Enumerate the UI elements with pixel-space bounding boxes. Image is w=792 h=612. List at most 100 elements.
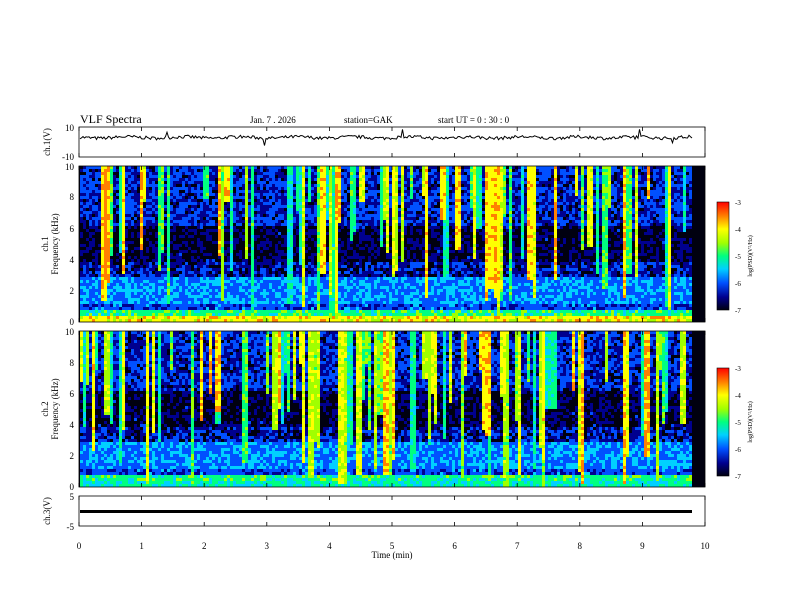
spectrogram-cell (125, 301, 128, 304)
spectrogram-cell (329, 247, 332, 250)
spectrogram-cell (209, 187, 212, 190)
spectrogram-cell (200, 313, 203, 316)
spectrogram-cell (188, 304, 191, 307)
spectrogram-cell (290, 166, 293, 169)
spectrogram-cell (128, 196, 131, 199)
spectrogram-cell (107, 247, 110, 250)
spectrogram-cell (101, 268, 104, 271)
spectrogram-cell (287, 283, 290, 286)
spectrogram-cell (251, 277, 254, 280)
spectrogram-cell (230, 268, 233, 271)
spectrogram-cell (338, 295, 341, 298)
spectrogram-cell (341, 172, 344, 175)
spectrogram-cell (305, 202, 308, 205)
spectrogram-cell (173, 208, 176, 211)
spectrogram-cell (299, 304, 302, 307)
spectrogram-cell (218, 307, 221, 310)
spectrogram-cell (380, 193, 383, 196)
spectrogram-cell (206, 274, 209, 277)
spectrogram-cell (86, 301, 89, 304)
spectrogram-cell (284, 199, 287, 202)
spectrogram-cell (224, 310, 227, 313)
spectrogram-cell (104, 298, 107, 301)
spectrogram-cell (317, 241, 320, 244)
spectrogram-cell (197, 187, 200, 190)
spectrogram-cell (398, 289, 401, 292)
spectrogram-cell (254, 196, 257, 199)
spectrogram-cell (158, 190, 161, 193)
spectrogram-cell (392, 262, 395, 265)
spectrogram-cell (371, 274, 374, 277)
spectrogram-cell (227, 199, 230, 202)
spectrogram-cell (101, 217, 104, 220)
spectrogram-cell (215, 211, 218, 214)
spectrogram-cell (164, 166, 167, 169)
spectrogram-cell (83, 250, 86, 253)
spectrogram-cell (137, 301, 140, 304)
spectrogram-cell (365, 181, 368, 184)
spectrogram-cell (173, 271, 176, 274)
spectrogram-cell (263, 172, 266, 175)
spectrogram-cell (278, 199, 281, 202)
spectrogram-cell (146, 250, 149, 253)
spectrogram-cell (368, 307, 371, 310)
spectrogram-cell (233, 289, 236, 292)
spectrogram-cell (296, 166, 299, 169)
spectrogram-cell (290, 250, 293, 253)
spectrogram-cell (179, 172, 182, 175)
spectrogram-cell (170, 208, 173, 211)
spectrogram-cell (377, 283, 380, 286)
spectrogram-cell (149, 169, 152, 172)
spectrogram-cell (371, 208, 374, 211)
spectrogram-cell (296, 220, 299, 223)
spectrogram-cell (179, 316, 182, 319)
spectrogram-cell (110, 298, 113, 301)
spectrogram-cell (278, 295, 281, 298)
spectrogram-cell (275, 313, 278, 316)
spectrogram-cell (98, 217, 101, 220)
spectrogram-cell (395, 166, 398, 169)
spectrogram-cell (224, 316, 227, 319)
spectrogram-cell (194, 172, 197, 175)
spectrogram-cell (350, 199, 353, 202)
spectrogram-cell (131, 259, 134, 262)
spectrogram-cell (347, 202, 350, 205)
spectrogram-cell (293, 244, 296, 247)
spectrogram-cell (305, 232, 308, 235)
spectrogram-cell (104, 277, 107, 280)
spectrogram-cell (371, 265, 374, 268)
spectrogram-cell (368, 256, 371, 259)
spectrogram-cell (404, 310, 407, 313)
spectrogram-cell (257, 316, 260, 319)
spectrogram-cell (185, 292, 188, 295)
spectrogram-cell (338, 250, 341, 253)
spectrogram-cell (176, 208, 179, 211)
spectrogram-cell (158, 259, 161, 262)
spectrogram-cell (173, 202, 176, 205)
spectrogram-cell (185, 310, 188, 313)
spectrogram-cell (308, 247, 311, 250)
spectrogram-cell (152, 244, 155, 247)
spectrogram-cell (251, 235, 254, 238)
spectrogram-cell (170, 199, 173, 202)
spectrogram-cell (404, 196, 407, 199)
spectrogram-cell (134, 181, 137, 184)
spectrogram-cell (197, 271, 200, 274)
spectrogram-cell (80, 232, 83, 235)
spectrogram-cell (236, 265, 239, 268)
spectrogram-cell (206, 205, 209, 208)
spectrogram-cell (410, 277, 413, 280)
spectrogram-cell (152, 307, 155, 310)
spectrogram-cell (392, 172, 395, 175)
spectrogram-cell (302, 295, 305, 298)
spectrogram-cell (248, 178, 251, 181)
spectrogram-cell (149, 310, 152, 313)
spectrogram-cell (83, 226, 86, 229)
spectrogram-cell (248, 310, 251, 313)
spectrogram-cell (173, 319, 176, 322)
spectrogram-cell (278, 193, 281, 196)
spectrogram-cell (275, 199, 278, 202)
spectrogram-cell (209, 175, 212, 178)
spectrogram-cell (299, 229, 302, 232)
spectrogram-cell (404, 289, 407, 292)
